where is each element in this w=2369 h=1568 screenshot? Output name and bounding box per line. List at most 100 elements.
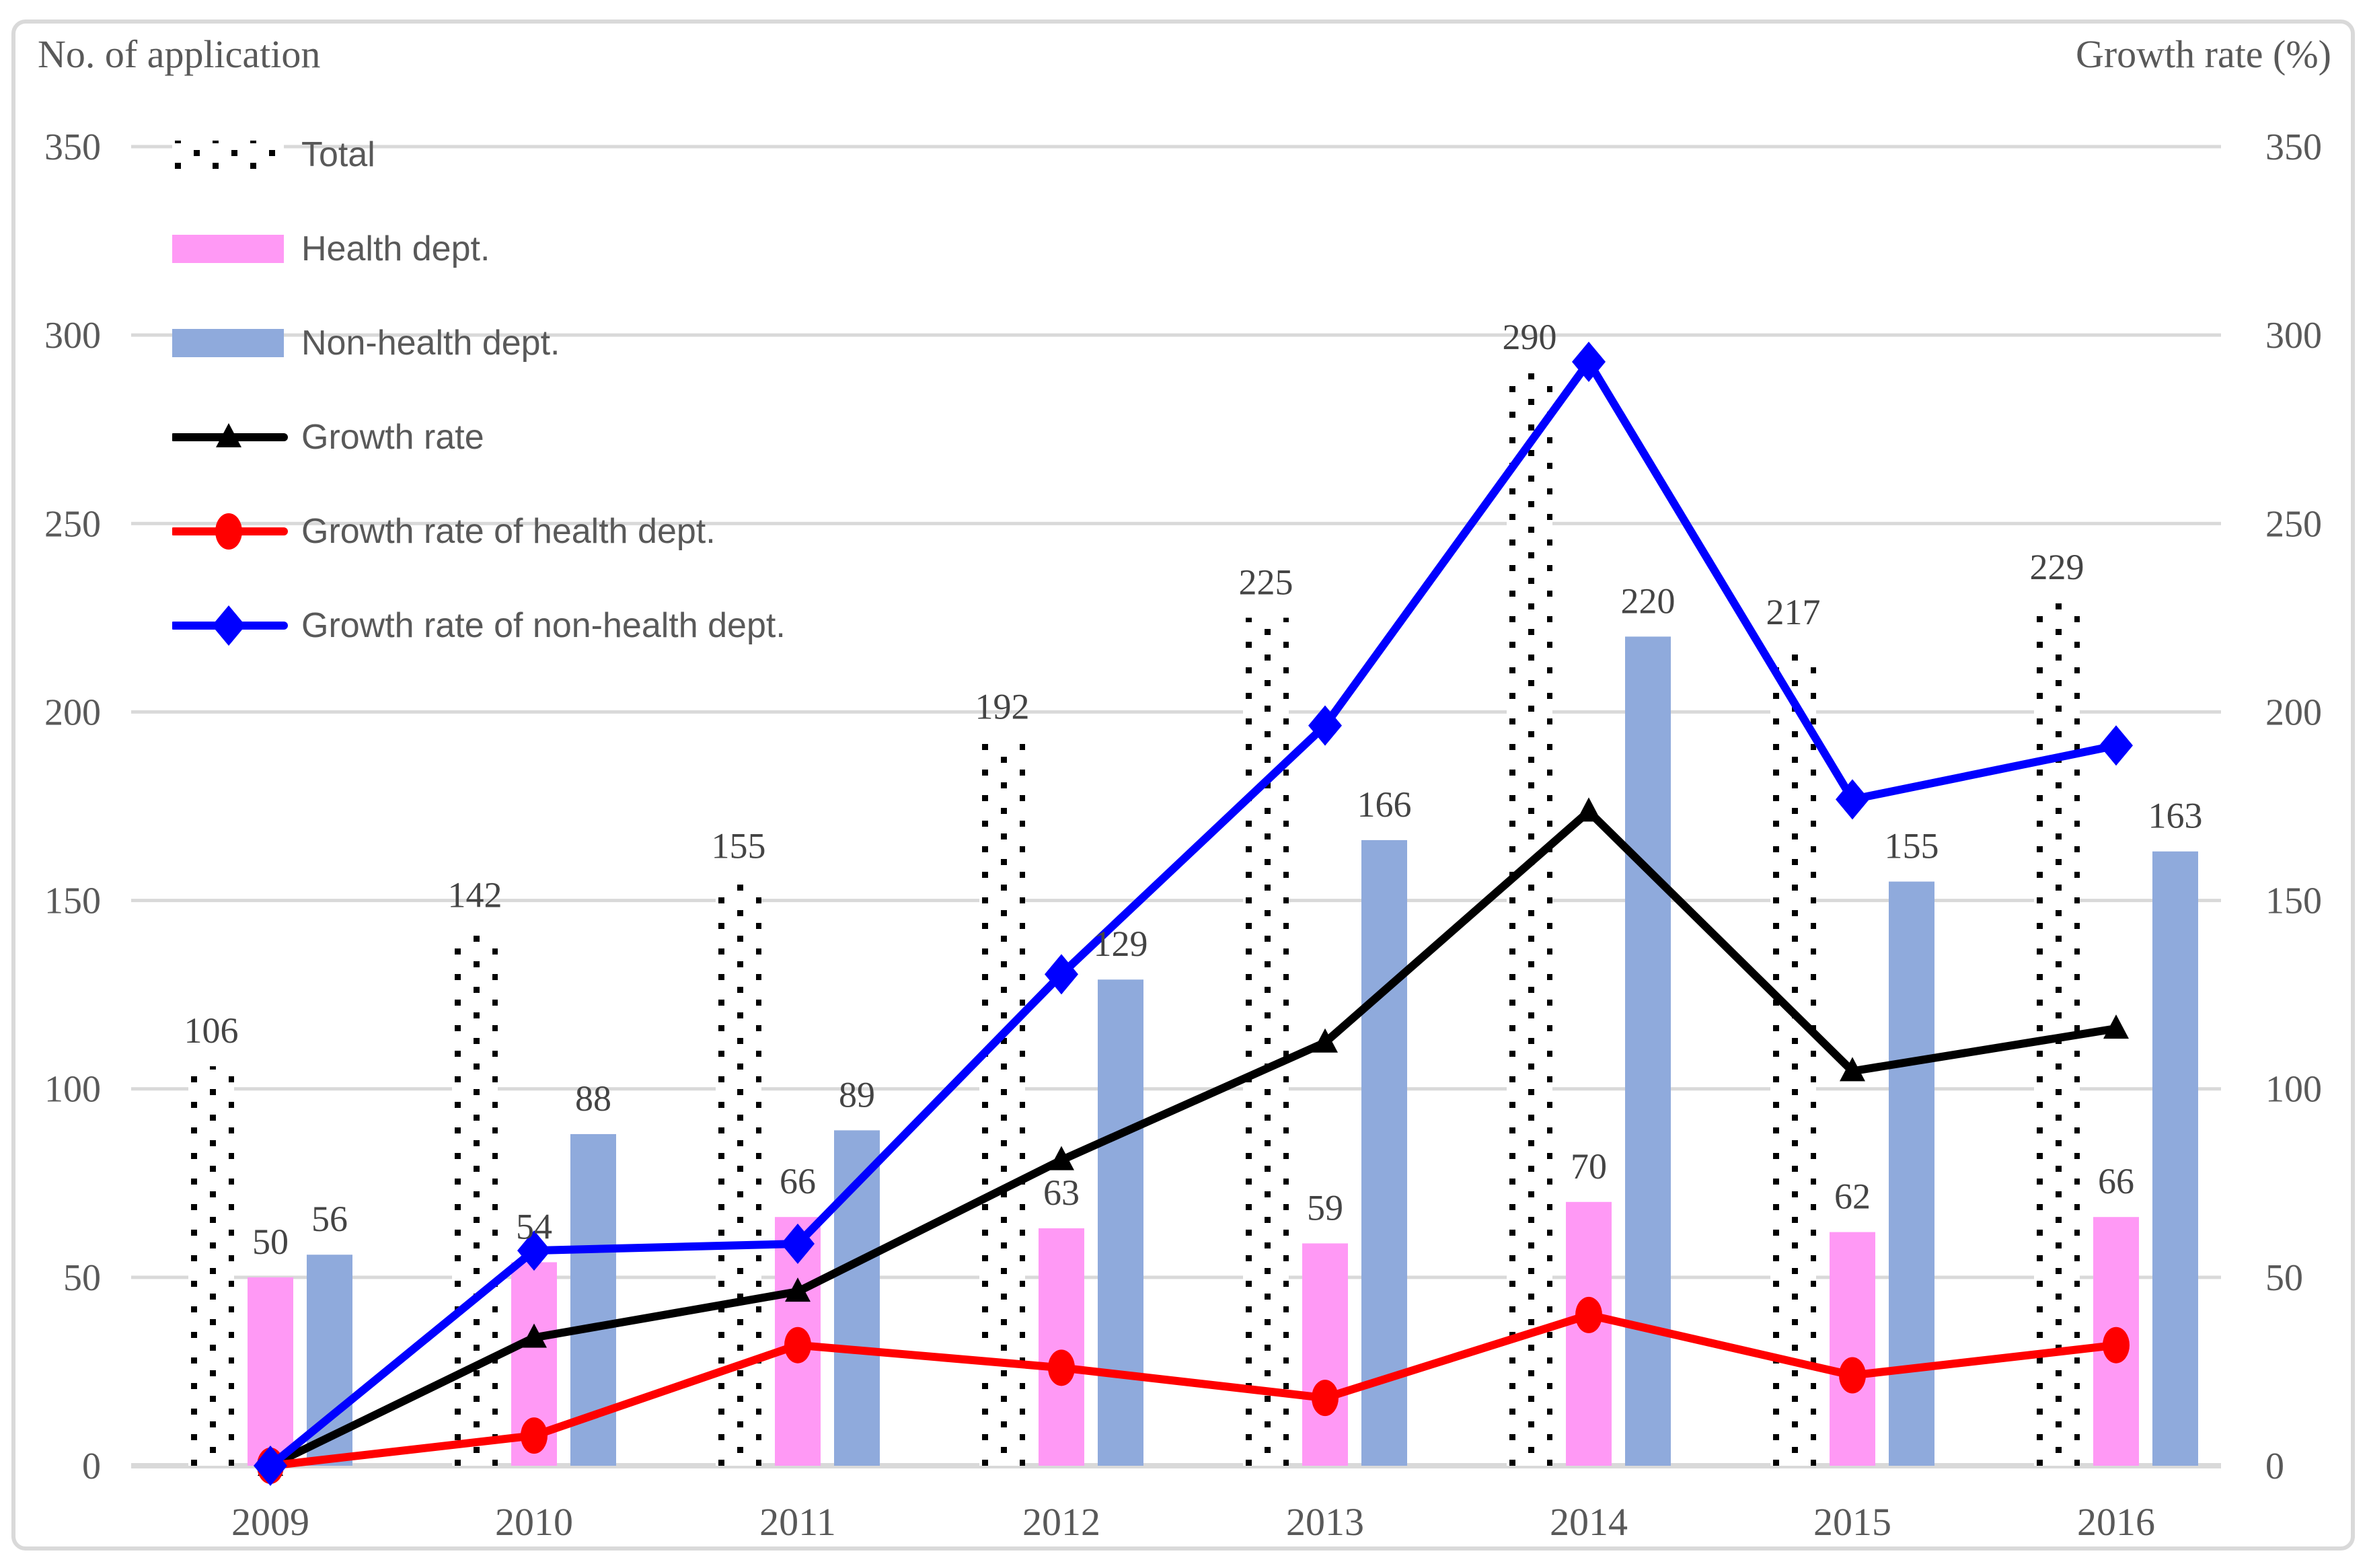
marker-growth-rate-of-health-dept-2016 [2103, 1327, 2130, 1364]
marker-growth-rate-of-health-dept-2010 [521, 1417, 548, 1454]
x-axis-label: 2015 [1813, 1500, 1891, 1544]
left-axis-title: No. of application [38, 32, 320, 76]
bar-health-dept-2009 [248, 1277, 293, 1466]
marker-growth-rate-2010 [521, 1323, 547, 1348]
bar-value-label: 59 [1307, 1187, 1343, 1228]
marker-growth-rate-of-non-health-dept-2013 [1308, 705, 1342, 746]
marker-growth-rate-of-health-dept-2012 [1048, 1349, 1075, 1386]
left-axis-tick: 100 [44, 1069, 101, 1111]
x-axis-label: 2014 [1550, 1500, 1628, 1544]
x-axis-label: 2016 [2077, 1500, 2155, 1544]
marker-growth-rate-of-non-health-dept-2009 [254, 1446, 287, 1486]
bar-total-2012 [979, 742, 1025, 1466]
right-axis-tick: 350 [2265, 126, 2322, 168]
legend-item-non-health-dept: Non-health dept. [172, 323, 786, 363]
figure-border [11, 20, 2355, 1551]
legend-item-health-dept: Health dept. [172, 229, 786, 269]
bar-total-2011 [716, 881, 761, 1466]
legend-item-growth-rate-non-health: Growth rate of non-health dept. [172, 605, 786, 646]
marker-growth-rate-of-health-dept-2011 [784, 1327, 811, 1364]
bar-value-label: 166 [1357, 784, 1412, 825]
bar-non-health-dept-2013 [1361, 839, 1407, 1466]
legend-item-total: Total [172, 135, 786, 175]
legend-label-growth-rate-non-health: Growth rate of non-health dept. [301, 606, 786, 645]
bar-value-label: 217 [1766, 592, 1821, 632]
left-axis-tick: 50 [63, 1257, 101, 1299]
bar-total-2015 [1770, 648, 1816, 1466]
frame-layer [11, 20, 2355, 1551]
legend-item-growth-rate: Growth rate [172, 417, 786, 457]
axis-layer: 0 50 100 150 200 250 300 350 0 50 100 150 200 250 300 3… [44, 126, 2322, 1544]
line-growth-rate [266, 807, 2120, 1470]
bar-value-label: 155 [712, 826, 766, 866]
bar-value-label: 163 [2148, 796, 2203, 836]
legend-item-growth-rate-health: Growth rate of health dept. [172, 511, 786, 552]
data-label-layer: 106 142 155 192 225 290 217 229 50 54 66 63 59 70 62 66… [184, 317, 2203, 1262]
bar-value-label: 70 [1571, 1146, 1607, 1187]
bar-non-health-dept-2016 [2152, 851, 2198, 1466]
bar-value-label: 56 [311, 1199, 348, 1239]
bar-value-label: 192 [975, 686, 1030, 726]
left-axis-tick: 250 [44, 503, 101, 545]
bar-value-label: 142 [448, 874, 502, 915]
marker-growth-rate-of-non-health-dept-2011 [781, 1223, 815, 1264]
bar-value-label: 220 [1621, 581, 1676, 621]
bar-value-label: 225 [1239, 562, 1293, 602]
bar-total-2014 [1507, 373, 1552, 1466]
legend-label-health-dept: Health dept. [301, 229, 490, 268]
left-axis-tick: 200 [44, 692, 101, 733]
growth-rate-non-health-line-swatch-icon [172, 605, 291, 646]
bar-layer [188, 373, 2198, 1466]
legend-swatch-marker [215, 513, 242, 550]
legend-swatch-marker [216, 423, 241, 447]
line-growth-rate-of-non-health-dept [266, 357, 2120, 1470]
bar-health-dept-2015 [1830, 1232, 1875, 1466]
left-axis-tick: 300 [44, 315, 101, 357]
marker-growth-rate-2015 [1840, 1057, 1865, 1082]
bar-non-health-dept-2014 [1625, 636, 1671, 1466]
x-axis-label: 2011 [759, 1500, 836, 1544]
bar-non-health-dept-2012 [1098, 979, 1143, 1466]
bar-value-label: 50 [252, 1222, 289, 1262]
growth-rate-health-line-swatch-icon [172, 511, 291, 552]
line-growth-rate-of-health-dept [266, 1310, 2120, 1470]
legend-label-growth-rate-health: Growth rate of health dept. [301, 512, 716, 551]
x-axis-label: 2010 [495, 1500, 573, 1544]
bar-value-label: 66 [2098, 1161, 2134, 1201]
bar-health-dept-2013 [1302, 1243, 1348, 1466]
bar-health-dept-2012 [1039, 1228, 1084, 1466]
left-axis-tick: 0 [82, 1446, 101, 1487]
growth-rate-line-swatch-icon [172, 417, 291, 457]
x-axis-label: 2012 [1022, 1500, 1100, 1544]
bar-value-label: 54 [516, 1206, 552, 1246]
legend-label-growth-rate: Growth rate [301, 418, 484, 457]
non-health-dept-swatch-icon [172, 323, 291, 363]
marker-growth-rate-2014 [1576, 797, 1602, 822]
marker-growth-rate-of-non-health-dept-2010 [517, 1230, 551, 1271]
x-axis-label: 2013 [1286, 1500, 1364, 1544]
marker-growth-rate-of-health-dept-2015 [1839, 1357, 1866, 1394]
legend-swatch-rect [172, 329, 284, 357]
bar-value-label: 88 [575, 1078, 611, 1119]
marker-growth-rate-of-non-health-dept-2015 [1836, 779, 1869, 820]
left-axis-tick: 150 [44, 881, 101, 922]
marker-growth-rate-of-non-health-dept-2012 [1045, 954, 1078, 995]
legend: Total Health dept. Non-health dept. Grow… [172, 135, 786, 646]
bar-value-label: 63 [1043, 1172, 1080, 1213]
bar-value-label: 229 [2030, 547, 2084, 587]
bar-value-label: 66 [780, 1161, 816, 1201]
right-axis-tick: 200 [2265, 692, 2322, 733]
marker-growth-rate-of-health-dept-2013 [1312, 1380, 1339, 1417]
bar-value-label: 155 [1885, 826, 1939, 866]
bar-value-label: 290 [1503, 317, 1557, 357]
legend-label-total: Total [301, 135, 375, 174]
marker-growth-rate-2013 [1312, 1028, 1338, 1053]
x-axis-label: 2009 [231, 1500, 309, 1544]
total-dotted-swatch-icon [172, 135, 291, 175]
right-axis-tick: 250 [2265, 503, 2322, 545]
marker-growth-rate-2016 [2103, 1014, 2129, 1039]
bar-non-health-dept-2015 [1889, 881, 1934, 1466]
health-dept-swatch-icon [172, 229, 291, 269]
bar-value-label: 89 [839, 1074, 875, 1115]
